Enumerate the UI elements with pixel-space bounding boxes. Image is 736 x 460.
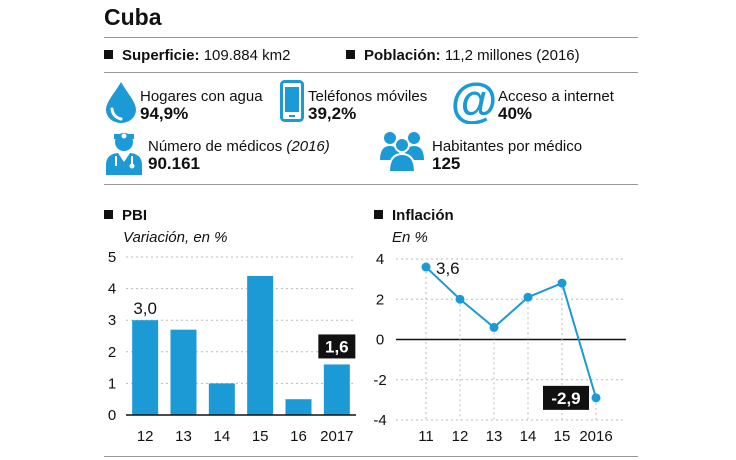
pbi-data-label: 1,6 bbox=[325, 337, 349, 356]
bullet-square-icon bbox=[346, 50, 355, 59]
inflacion-y-tick-label: 2 bbox=[376, 291, 384, 308]
pbi-x-tick-label: 2017 bbox=[320, 428, 353, 445]
inflacion-y-tick-label: 4 bbox=[376, 251, 384, 268]
pbi-data-label: 3,0 bbox=[133, 299, 157, 318]
stat-value: 94,9% bbox=[140, 104, 189, 123]
superficie-label: Superficie: bbox=[122, 47, 200, 64]
pbi-chart-title: PBI bbox=[104, 207, 147, 224]
inflacion-point bbox=[591, 393, 601, 403]
inflacion-point bbox=[455, 294, 465, 304]
stat-value: 90.161 bbox=[148, 154, 200, 173]
pbi-x-tick-label: 14 bbox=[213, 428, 230, 445]
inflacion-series-line bbox=[425, 266, 597, 399]
pbi-bar bbox=[208, 383, 235, 415]
pbi-bar bbox=[170, 329, 197, 415]
inflacion-data-label-box bbox=[543, 385, 589, 410]
pbi-y-tick-label: 4 bbox=[108, 281, 116, 298]
bullet-square-icon bbox=[104, 210, 113, 219]
pbi-data-label-box bbox=[318, 334, 356, 359]
stat-label-year: (2016) bbox=[286, 138, 330, 155]
pbi-y-tick-label: 2 bbox=[108, 344, 116, 361]
bullet-square-icon bbox=[104, 50, 113, 59]
bottom-divider bbox=[104, 456, 638, 457]
at-sign-icon: @ bbox=[452, 80, 496, 124]
stat-label: Número de médicos bbox=[148, 138, 283, 155]
poblacion-fact: Población: 11,2 millones (2016) bbox=[346, 47, 580, 64]
poblacion-label: Población: bbox=[364, 47, 441, 64]
inflacion-point bbox=[523, 292, 533, 302]
pbi-y-tick-label: 3 bbox=[108, 312, 116, 329]
inflacion-y-tick-label: -2 bbox=[373, 372, 386, 389]
pbi-x-tick-label: 12 bbox=[137, 428, 154, 445]
stats-divider bbox=[104, 184, 638, 185]
inflacion-x-tick-label: 15 bbox=[554, 428, 571, 445]
pbi-chart-subtitle: Variación, en % bbox=[123, 229, 228, 246]
facts-divider bbox=[104, 72, 638, 73]
svg-text:@: @ bbox=[452, 80, 496, 124]
inflacion-x-tick-label: 13 bbox=[486, 428, 503, 445]
page-title: Cuba bbox=[104, 4, 162, 30]
people-group-icon bbox=[380, 132, 424, 172]
stat-label: Teléfonos móviles bbox=[308, 88, 428, 105]
stat-label: Habitantes por médico bbox=[432, 138, 583, 155]
inflacion-chart-subtitle: En % bbox=[392, 229, 428, 246]
inflacion-point bbox=[489, 322, 499, 332]
pbi-x-tick-label: 13 bbox=[175, 428, 192, 445]
inflacion-x-tick-label: 14 bbox=[520, 428, 537, 445]
inflacion-x-tick-label: 11 bbox=[418, 428, 434, 445]
mobile-phone-icon bbox=[280, 80, 304, 122]
inflacion-chart-title: Inflación bbox=[374, 207, 454, 224]
stat-value: 125 bbox=[432, 154, 461, 173]
stat-value: 39,2% bbox=[308, 104, 357, 123]
inflacion-point bbox=[421, 262, 431, 272]
stat-hogares-agua: Hogares con agua 94,9% bbox=[140, 88, 263, 122]
inflacion-x-tick-label: 2016 bbox=[579, 428, 612, 445]
inflacion-data-label: 3,6 bbox=[436, 259, 460, 278]
stat-label: Acceso a internet bbox=[498, 88, 614, 105]
poblacion-value: 11,2 millones (2016) bbox=[444, 47, 580, 64]
pbi-y-tick-label: 0 bbox=[108, 407, 116, 424]
pbi-bar bbox=[247, 275, 274, 415]
pbi-bar bbox=[285, 399, 312, 415]
title-divider bbox=[104, 37, 638, 38]
inflacion-x-tick-label: 12 bbox=[452, 428, 469, 445]
stat-label: Hogares con agua bbox=[140, 88, 263, 105]
pbi-bar bbox=[323, 364, 350, 415]
pbi-x-tick-label: 16 bbox=[290, 428, 307, 445]
pbi-bar bbox=[132, 320, 159, 415]
pbi-y-tick-label: 1 bbox=[108, 375, 116, 392]
doctor-icon bbox=[106, 133, 142, 175]
pbi-y-tick-label: 5 bbox=[108, 249, 116, 266]
stat-value: 40% bbox=[498, 104, 533, 123]
inflacion-y-tick-label: -4 bbox=[373, 412, 386, 429]
inflacion-y-tick-label: 0 bbox=[376, 332, 384, 349]
stat-numero-medicos: Número de médicos (2016) 90.161 bbox=[148, 138, 330, 172]
superficie-fact: Superficie: 109.884 km2 bbox=[104, 47, 290, 64]
pbi-x-tick-label: 15 bbox=[252, 428, 269, 445]
stat-habitantes-por-medico: Habitantes por médico 125 bbox=[432, 138, 582, 172]
inflacion-data-label: -2,9 bbox=[551, 389, 580, 408]
stat-acceso-internet: Acceso a internet 40% bbox=[498, 88, 614, 122]
inflacion-point bbox=[557, 278, 567, 288]
water-drop-icon bbox=[106, 82, 136, 123]
bullet-square-icon bbox=[374, 210, 383, 219]
stat-telefonos-moviles: Teléfonos móviles 39,2% bbox=[308, 88, 427, 122]
superficie-value: 109.884 km2 bbox=[203, 47, 291, 64]
